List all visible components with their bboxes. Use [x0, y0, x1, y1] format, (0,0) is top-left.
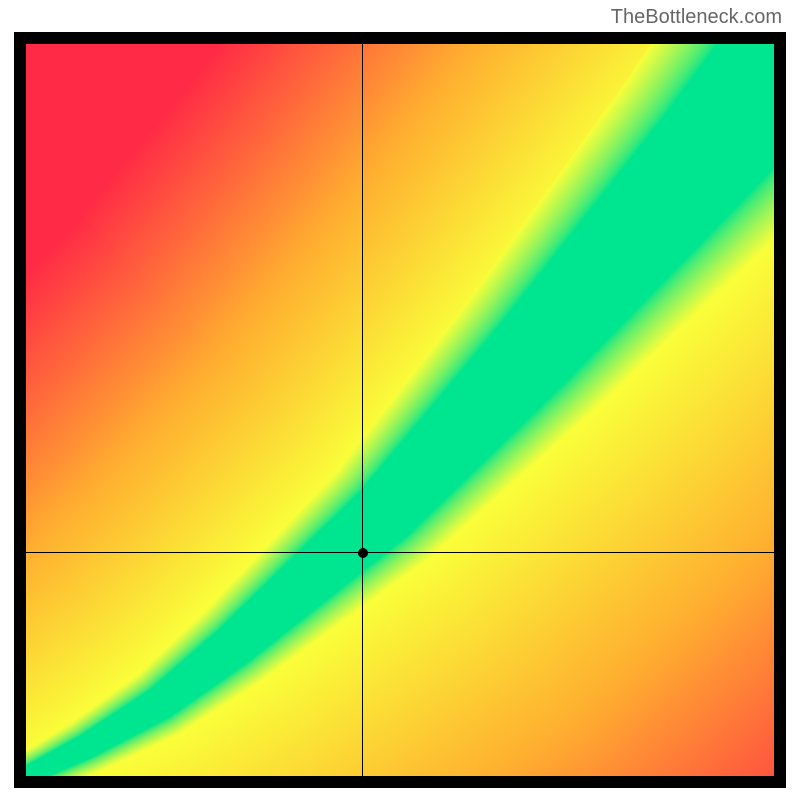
selection-marker [358, 548, 368, 558]
crosshair-vertical [362, 44, 363, 776]
heatmap-canvas [26, 44, 774, 776]
crosshair-horizontal [26, 552, 774, 553]
plot-frame [14, 32, 786, 788]
chart-container: TheBottleneck.com [0, 0, 800, 800]
watermark-text: TheBottleneck.com [611, 6, 782, 29]
